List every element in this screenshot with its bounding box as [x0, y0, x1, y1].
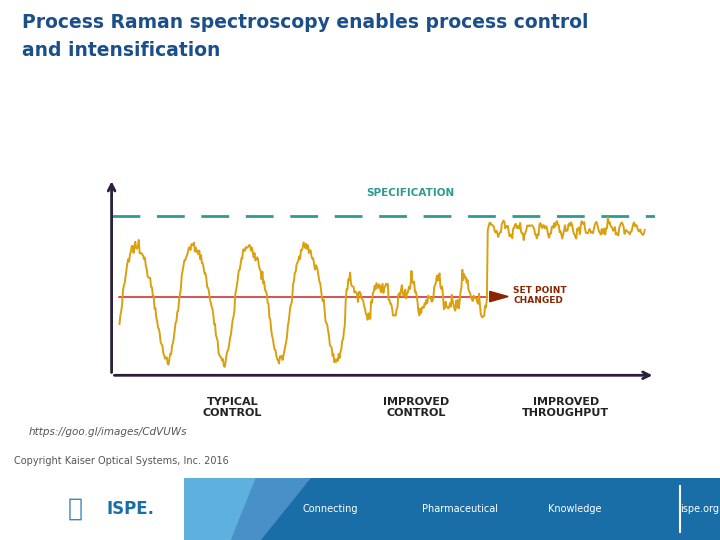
- Polygon shape: [490, 292, 508, 302]
- Text: Copyright Kaiser Optical Systems, Inc. 2016: Copyright Kaiser Optical Systems, Inc. 2…: [14, 456, 229, 467]
- Text: IMPROVED
CONTROL: IMPROVED CONTROL: [383, 397, 449, 418]
- Text: and intensification: and intensification: [22, 40, 220, 59]
- Bar: [185, 478, 720, 540]
- Text: IMPROVED
THROUGHPUT: IMPROVED THROUGHPUT: [522, 397, 609, 418]
- Bar: [0, 478, 185, 540]
- Text: ispe.org: ispe.org: [680, 504, 719, 514]
- Text: Process Raman spectroscopy enables process control: Process Raman spectroscopy enables proce…: [22, 14, 588, 32]
- Text: ISPE.: ISPE.: [106, 500, 154, 518]
- PathPatch shape: [185, 478, 255, 540]
- Text: ⟋: ⟋: [68, 497, 83, 521]
- PathPatch shape: [185, 478, 310, 540]
- Text: SPECIFICATION: SPECIFICATION: [366, 188, 455, 198]
- Text: Pharmaceutical: Pharmaceutical: [422, 504, 498, 514]
- Text: TYPICAL
CONTROL: TYPICAL CONTROL: [203, 397, 262, 418]
- Text: Knowledge: Knowledge: [548, 504, 602, 514]
- Text: SET POINT
CHANGED: SET POINT CHANGED: [513, 286, 567, 305]
- Text: Connecting: Connecting: [302, 504, 358, 514]
- Text: https://goo.gl/images/CdVUWs: https://goo.gl/images/CdVUWs: [29, 427, 187, 437]
